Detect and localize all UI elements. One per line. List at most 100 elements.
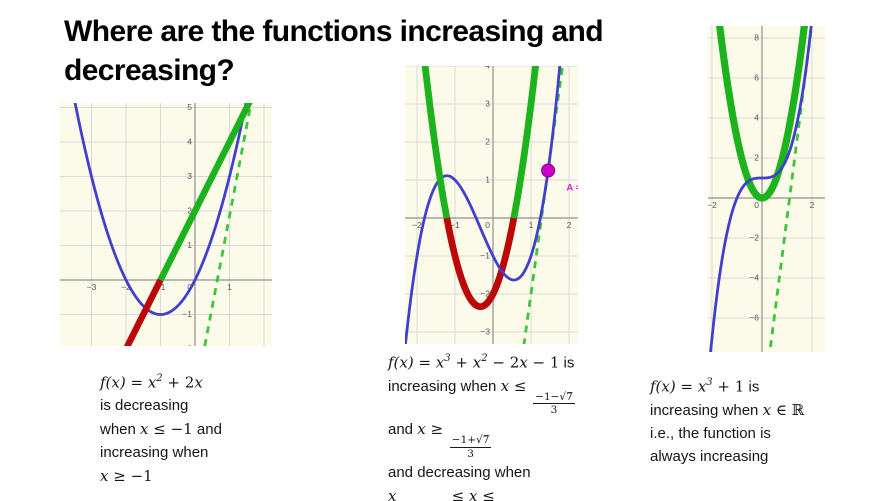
y-axis-tick-label: 2 <box>754 153 759 163</box>
math-text: x <box>100 467 109 486</box>
caption-line: increasing when x ∈ ℝ <box>650 400 885 421</box>
caption-line: always increasing <box>650 447 885 467</box>
derivative-increasing-left <box>421 66 451 219</box>
caption-text: and decreasing when <box>388 463 531 481</box>
caption-text: when <box>100 421 141 439</box>
x-axis-tick-label: −2 <box>412 220 422 230</box>
caption-line: x ≥ −1 <box>100 466 310 487</box>
page-title: Where are the functions increasing and de… <box>64 12 744 90</box>
caption-line: increasing when <box>100 443 310 463</box>
y-axis-tick-label: −2 <box>480 288 490 298</box>
math-text: − 2 <box>487 353 520 372</box>
caption-text: and <box>192 421 222 439</box>
caption-text: always increasing <box>650 448 769 466</box>
derivative-decreasing <box>443 217 518 311</box>
derivative-decreasing <box>123 278 164 346</box>
x-axis-tick-label: 2 <box>567 220 572 230</box>
math-text: ≤ <box>477 486 500 501</box>
math-fraction: −1−√7̅ 3 <box>533 391 575 416</box>
fx-cubic <box>709 26 813 352</box>
fraction-numerator: −1−√7̅ <box>533 391 575 405</box>
graph-cubic-derivative: −2 −1 0 1 2 4 3 2 1 −1 −2 −3 A = <box>405 66 578 344</box>
derivative-increasing <box>157 103 253 282</box>
y-axis-tick-label: 1 <box>187 240 192 250</box>
math-text: + 2 <box>162 373 195 392</box>
caption-line: i.e., the function is <box>650 424 885 444</box>
math-text: ≥ <box>425 420 448 439</box>
caption-line: f(x) = x2 + 2x <box>100 369 310 393</box>
math-exponent: 3 <box>706 377 713 388</box>
y-axis-tick-label: 3 <box>187 171 192 181</box>
y-axis-tick-label: −3 <box>480 326 490 336</box>
x-axis-tick-label: −2 <box>708 200 717 210</box>
math-text: + <box>450 353 473 372</box>
caption-line: x −1−√7̅3 ≤ x ≤ −1+√7̅3 <box>388 486 628 501</box>
x-axis-tick-label: 1 <box>227 282 232 292</box>
caption-line: f(x) = x3 + x2 − 2x − 1 is <box>388 349 628 373</box>
math-text: ≥ −1 <box>108 467 153 486</box>
math-text: x <box>194 373 203 392</box>
math-text: ≤ −1 <box>148 420 193 439</box>
math-text: x <box>469 486 478 501</box>
caption-line: is decreasing <box>100 396 310 416</box>
point-A-label: A = <box>566 183 578 194</box>
math-text: x <box>762 401 772 420</box>
math-text: x <box>519 353 528 372</box>
fx-cubic <box>405 66 562 344</box>
caption-line: and decreasing when <box>388 463 628 483</box>
derivative-increasing-right <box>510 66 539 219</box>
caption-line: increasing when x ≤ −1−√7̅ 3 <box>388 376 628 416</box>
caption-line: f(x) = x3 + 1 is <box>650 373 885 397</box>
y-axis-tick-label: −6 <box>749 313 759 323</box>
y-axis-tick-label: 2 <box>187 205 192 215</box>
math-text: x <box>500 377 510 396</box>
caption-text: is <box>559 354 575 372</box>
y-axis-tick-label: 8 <box>754 33 759 43</box>
x-axis-tick-label: 2 <box>810 200 815 210</box>
math-text: x <box>388 486 402 501</box>
caption-text: increasing when <box>650 402 763 420</box>
x-axis-tick-label: −1 <box>450 220 460 230</box>
math-text: f(x) = x <box>388 353 445 372</box>
derivative-increasing <box>716 26 808 202</box>
fraction-numerator: −1+√7̅ <box>449 434 492 448</box>
graph-cubic-always-increasing: −2 0 2 8 6 4 2 −2 −4 −6 <box>708 26 825 352</box>
y-axis-tick-label: 4 <box>754 113 759 123</box>
y-axis-tick-label: 4 <box>485 66 490 71</box>
caption-text: is decreasing <box>100 397 189 415</box>
math-exponent: 2 <box>156 373 163 384</box>
math-text: ≤ <box>446 486 469 501</box>
math-text: f(x) = x <box>650 377 707 396</box>
y-axis-tick-label: 2 <box>485 136 490 146</box>
point-A <box>541 163 556 178</box>
caption-text: and <box>388 421 418 439</box>
math-exponent: 2 <box>481 353 488 364</box>
x-axis-tick-label: 1 <box>529 220 534 230</box>
y-axis-tick-label: 3 <box>485 98 490 108</box>
y-axis-tick-label: 4 <box>187 136 192 146</box>
math-text: + 1 <box>712 377 745 396</box>
caption-cubic-always-increasing: f(x) = x3 + 1 is increasing when x ∈ ℝ i.e… <box>650 373 885 470</box>
math-text: x <box>472 353 482 372</box>
x-axis-tick-label: 0 <box>754 200 759 210</box>
y-axis-tick-label: −1 <box>480 250 490 260</box>
math-text: − 1 <box>527 353 560 372</box>
math-exponent: 3 <box>444 353 451 364</box>
x-axis-tick-label: −2 <box>121 282 131 292</box>
caption-text: increasing when <box>100 444 209 462</box>
caption-text: is <box>744 378 760 396</box>
y-axis-tick-label: 6 <box>754 73 759 83</box>
y-axis-tick-label: −2 <box>749 233 759 243</box>
fraction-denominator: 3 <box>467 447 474 460</box>
caption-text: increasing when <box>388 378 501 396</box>
x-axis-tick-label: 0 <box>485 220 490 230</box>
math-text: x <box>140 420 149 439</box>
title-line-1: Where are the functions increasing and <box>64 15 604 48</box>
caption-line: and x ≥ −1+√7̅ 3 <box>388 419 628 460</box>
caption-parabola: f(x) = x2 + 2x is decreasing when x ≤ −1 a… <box>100 369 310 490</box>
x-axis-tick-label: −3 <box>87 282 97 292</box>
caption-text: i.e., the function is <box>650 425 771 443</box>
y-axis-tick-label: −4 <box>749 273 759 283</box>
